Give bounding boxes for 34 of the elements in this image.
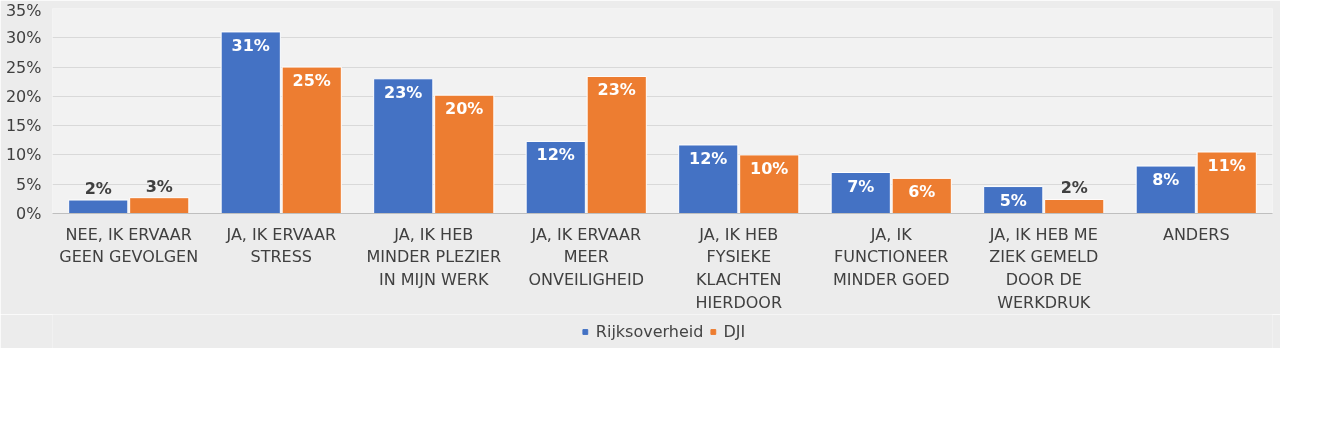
y-tick-label: 15% bbox=[5, 116, 42, 136]
data-label: 10% bbox=[750, 158, 789, 178]
data-label: 2% bbox=[84, 179, 112, 199]
data-label: 6% bbox=[908, 182, 936, 202]
y-tick-label: 20% bbox=[5, 86, 42, 106]
data-label: 8% bbox=[1152, 170, 1180, 190]
data-label: 31% bbox=[231, 35, 270, 55]
x-tick-label: JA, IK ERVAAR MEER ONVEILIGHEID bbox=[528, 224, 645, 290]
x-tick-label: JA, IK HEB FYSIEKE KLACHTEN HIERDOOR bbox=[695, 224, 783, 312]
x-tick-label: JA, IK HEB ME ZIEK GEMELD DOOR DE WERKDRUK bbox=[988, 224, 1099, 312]
y-tick-label: 5% bbox=[16, 174, 42, 194]
x-tick-label: NEE, IK ERVAAR GEEN GEVOLGEN bbox=[59, 224, 199, 267]
data-label: 25% bbox=[292, 71, 331, 91]
data-label: 23% bbox=[384, 82, 423, 102]
data-label: 7% bbox=[847, 176, 875, 196]
data-label: 2% bbox=[1060, 178, 1088, 198]
x-tick-label: ANDERS bbox=[1162, 224, 1230, 244]
data-label: 11% bbox=[1207, 156, 1246, 175]
data-label: 3% bbox=[145, 176, 173, 196]
y-tick-label: 30% bbox=[5, 28, 42, 48]
data-label: 20% bbox=[445, 99, 484, 119]
y-tick-label: 35% bbox=[5, 0, 42, 20]
data-label: 5% bbox=[999, 190, 1027, 210]
legend-label: Rijksoverheid bbox=[595, 321, 704, 341]
data-label: 12% bbox=[536, 145, 575, 165]
data-label: 23% bbox=[597, 80, 636, 100]
y-tick-label: 10% bbox=[5, 145, 42, 165]
x-tick-label: JA, IK ERVAAR STRESS bbox=[225, 224, 337, 267]
data-label: 12% bbox=[689, 148, 728, 168]
legend-label: DJI bbox=[723, 321, 746, 341]
y-tick-label: 0% bbox=[16, 204, 42, 223]
x-tick-label: JA, IK HEB MINDER PLEZIER IN MIJN WERK bbox=[366, 224, 502, 290]
y-tick-label: 25% bbox=[5, 57, 42, 77]
x-tick-label: JA, IK FUNCTIONEER MINDER GOED bbox=[832, 224, 950, 290]
